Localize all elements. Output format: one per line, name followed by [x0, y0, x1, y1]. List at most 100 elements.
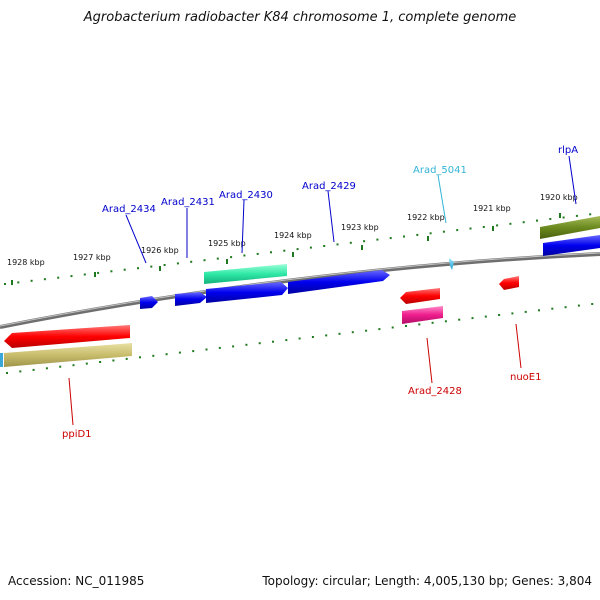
tick-dot [70, 275, 73, 278]
tick-dot [152, 354, 155, 357]
lower-tick-track [6, 303, 594, 374]
gene-label-arad-5041[interactable]: Arad_5041 [413, 165, 467, 176]
tick-dot [258, 342, 261, 345]
gene-label-arad-2431[interactable]: Arad_2431 [161, 197, 215, 208]
tick-dot [469, 227, 472, 230]
tick-dot [405, 325, 407, 327]
tick-dot [403, 235, 405, 238]
tick-dot [110, 270, 113, 273]
gene-label-nuoe1[interactable]: nuoE1 [510, 372, 541, 383]
tick-dot [444, 320, 447, 323]
tick-label: 1928 kbp [7, 258, 45, 267]
tick-label: 1920 kbp [540, 193, 578, 202]
gene-feature-arad-2431[interactable] [175, 292, 207, 306]
tick-dot [243, 254, 246, 257]
gene-label-arad-2428[interactable]: Arad_2428 [408, 386, 462, 397]
tick-dot [190, 260, 193, 263]
tick-dot [232, 345, 235, 348]
gene-feature-ppid1[interactable] [4, 325, 130, 348]
tick-dot [272, 340, 274, 343]
tick-dot [564, 306, 567, 309]
tick-dot [97, 271, 100, 274]
tick-dot [577, 304, 580, 307]
tick-label: 1927 kbp [73, 253, 111, 262]
gene-feature-arad-2430[interactable] [204, 264, 287, 284]
tick-dot [163, 264, 166, 266]
tick-dot [442, 230, 445, 233]
tick-dot [205, 348, 208, 351]
accession-text: Accession: NC_011985 [8, 574, 145, 588]
tick-dot [591, 303, 594, 305]
tick-dot [496, 224, 499, 227]
tick-dot [538, 309, 540, 312]
gene-label-arad-2434[interactable]: Arad_2434 [102, 204, 156, 215]
tick-dot [378, 328, 381, 331]
gene-feature-nuoe1[interactable] [499, 276, 519, 290]
tick-dot [458, 318, 461, 321]
tick-dot [256, 252, 259, 255]
tick-dot [311, 336, 314, 338]
tick-dot [137, 267, 139, 270]
tick-dot [6, 372, 8, 374]
tick-dot [511, 312, 514, 315]
gene-feature-blue-arrow-right[interactable] [543, 235, 600, 256]
tick-dot [125, 357, 128, 360]
gene-features [0, 216, 600, 367]
tick-dot [431, 321, 434, 324]
gene-label-arad-2430[interactable]: Arad_2430 [219, 190, 273, 201]
tick-dot [283, 249, 286, 252]
tick-dot [139, 356, 141, 359]
tick-dot [43, 278, 46, 281]
tick-dot [230, 256, 233, 259]
topology-text: Topology: circular; Length: 4,005,130 bp… [262, 574, 592, 588]
tick-dot [218, 346, 221, 349]
tick-dot [72, 364, 75, 367]
tick-dot [45, 367, 48, 370]
tick-dot [59, 365, 62, 368]
tick-dot [484, 315, 487, 318]
tick-dot [32, 368, 35, 371]
tick-dot [296, 248, 299, 251]
gene-labels: Arad_2434 Arad_2431 Arad_2430 Arad_2429 … [62, 145, 578, 440]
gene-feature-red-arrow[interactable] [400, 288, 440, 304]
tick-label: 1922 kbp [407, 213, 445, 222]
gene-feature-arad-2429[interactable] [288, 270, 390, 294]
tick-dot [298, 337, 301, 340]
tick-dot [524, 310, 527, 313]
tick-dot [112, 359, 115, 362]
gene-label-arad-2429[interactable]: Arad_2429 [302, 181, 356, 192]
tick-dot [575, 214, 578, 217]
gene-feature-arad-2428[interactable] [402, 306, 443, 324]
tick-dot [551, 307, 554, 310]
tick-dot [178, 351, 181, 354]
tick-label: 1921 kbp [473, 204, 511, 213]
gene-feature-rlpa[interactable] [540, 216, 600, 239]
gene-feature-arad-5041[interactable] [449, 258, 454, 270]
tick-dot [85, 362, 88, 365]
gene-feature-arad-2434[interactable] [140, 296, 158, 309]
gene-label-rlpa[interactable]: rlpA [558, 145, 578, 156]
tick-dot [309, 246, 312, 249]
tick-dot [83, 273, 86, 276]
tick-dot [498, 314, 501, 316]
tick-dot [389, 237, 392, 240]
gene-label-ppid1[interactable]: ppiD1 [62, 429, 92, 440]
gene-feature-khaki[interactable] [4, 343, 132, 367]
tick-dot [99, 361, 102, 363]
tick-dot [391, 326, 394, 329]
tick-dot [482, 226, 485, 228]
tick-dot [456, 229, 459, 232]
tick-dot [429, 232, 432, 235]
tick-dot [192, 350, 195, 353]
tick-dot [376, 238, 379, 241]
tick-dot [351, 331, 354, 334]
tick-dot [57, 276, 60, 279]
tick-dot [589, 213, 592, 216]
tick-dot [338, 332, 341, 335]
tick-dot [30, 279, 33, 282]
tick-dot [150, 265, 153, 268]
gene-feature-blue-arrow[interactable] [206, 282, 288, 303]
tick-dot [325, 334, 328, 337]
tick-dot [536, 219, 538, 222]
